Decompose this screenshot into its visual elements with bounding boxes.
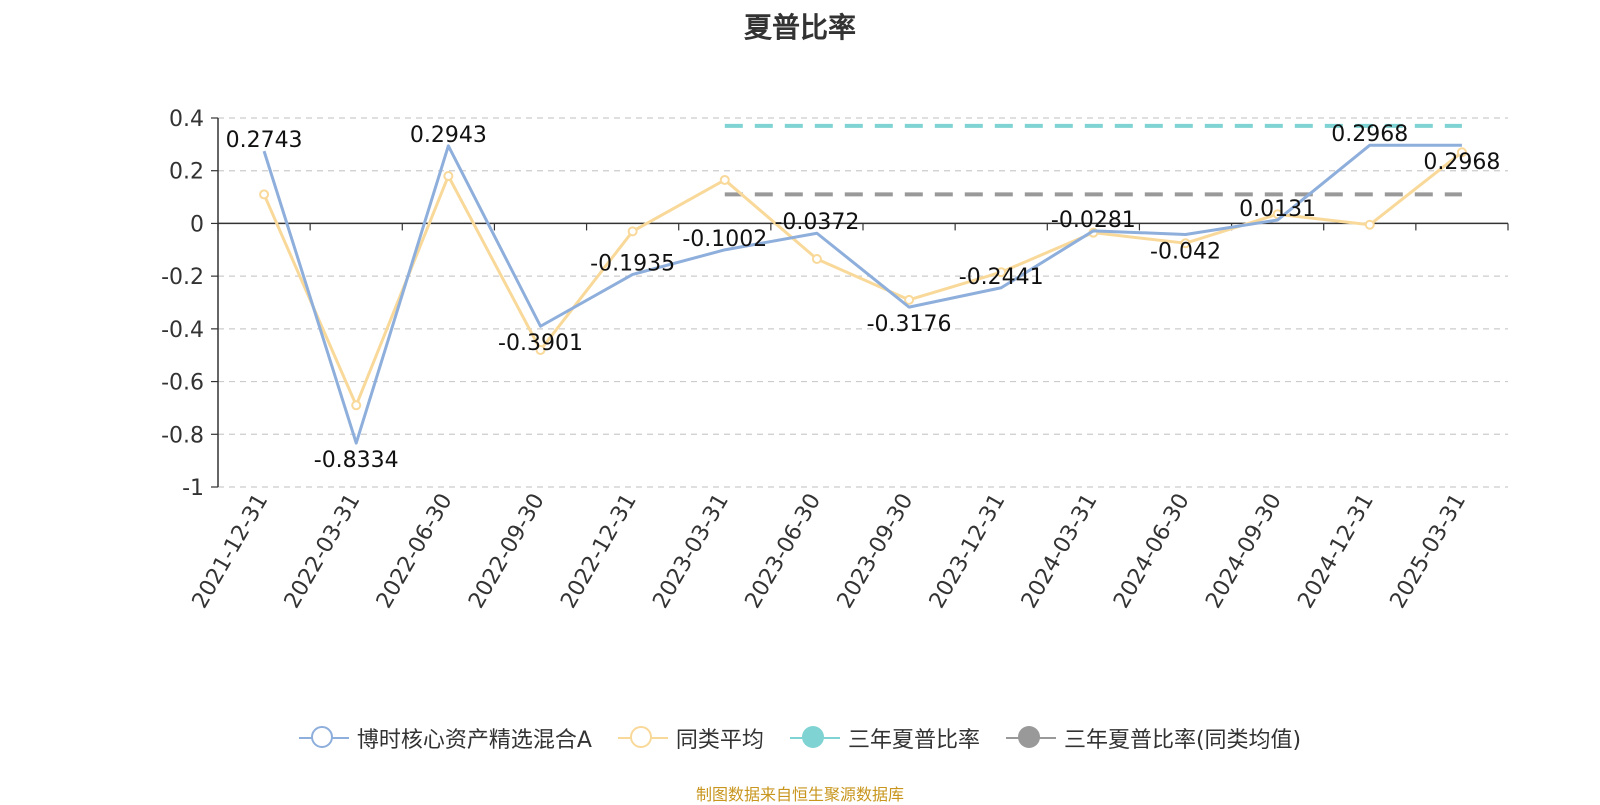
- y-tick-label: -0.2: [161, 265, 204, 290]
- series-point-1: [1180, 238, 1191, 249]
- series-point-1: [443, 170, 454, 181]
- x-tick-label: 2024-06-30: [1109, 490, 1195, 613]
- chart-title: 夏普比率: [743, 11, 856, 44]
- data-label: 0.2743: [226, 128, 303, 153]
- x-tick-label: 2021-12-31: [188, 490, 274, 613]
- data-label: -0.1002: [682, 227, 767, 252]
- y-tick-label: -0.8: [161, 423, 204, 448]
- y-tick-label: -0.4: [161, 318, 204, 343]
- data-label: -0.042: [1150, 239, 1221, 264]
- data-label: -0.2441: [959, 265, 1044, 290]
- legend-label-three-year-sharpe-peer: 三年夏普比率(同类均值): [1063, 728, 1302, 753]
- series-line-0: [262, 143, 1462, 445]
- x-tick-label: 2023-09-30: [833, 490, 919, 613]
- series-point-1: [535, 344, 546, 355]
- legend-label-three-year-sharpe: 三年夏普比率: [847, 728, 980, 753]
- data-label: 0.0131: [1239, 197, 1316, 222]
- series-point-1: [1456, 147, 1467, 158]
- y-tick-label: -1: [182, 476, 204, 501]
- series-point-1: [259, 189, 270, 200]
- x-tick-label: 2024-09-30: [1201, 490, 1287, 613]
- data-label: -0.0281: [1051, 208, 1136, 233]
- x-tick-label: 2022-09-30: [464, 490, 550, 613]
- y-tick-label: 0.4: [169, 107, 204, 132]
- x-tick-label: 2022-06-30: [372, 490, 458, 613]
- y-tick-label: 0.2: [169, 160, 204, 185]
- data-label: 0.2943: [410, 123, 487, 148]
- data-label: -0.8334: [314, 448, 399, 473]
- source-note: 制图数据来自恒生聚源数据库: [695, 785, 904, 804]
- series-point-1: [719, 174, 730, 185]
- data-label: -0.1935: [590, 251, 675, 276]
- data-label: -0.0372: [774, 210, 859, 235]
- x-tick-label: 2023-06-30: [741, 490, 827, 613]
- x-tick-label: 2022-12-31: [556, 490, 642, 613]
- y-tick-label: -0.6: [161, 371, 204, 396]
- series-point-1: [904, 294, 915, 305]
- series-layer: [259, 123, 1467, 445]
- legend-item-fund[interactable]: 博时核心资产精选混合A: [298, 722, 592, 754]
- legend-item-three-year-sharpe-peer[interactable]: 三年夏普比率(同类均值): [1005, 722, 1302, 754]
- legend-label-fund: 博时核心资产精选混合A: [356, 728, 592, 753]
- legend: 博时核心资产精选混合A 同类平均 三年夏普比率 三年夏普比率(同类均值): [0, 722, 1600, 754]
- data-label: -0.3901: [498, 331, 583, 356]
- x-tick-label: 2025-03-31: [1386, 490, 1472, 613]
- data-label: -0.3176: [867, 312, 952, 337]
- y-tick-label: 0: [190, 212, 204, 237]
- label-layer: 0.2743 -0.8334 0.2943 -0.3901 -0.1935 -0.1002…: [226, 122, 1501, 473]
- legend-symbol-three-year-sharpe: [789, 725, 840, 751]
- legend-symbol-three-year-sharpe-peer: [1005, 725, 1056, 751]
- legend-label-peer-average: 同类平均: [675, 728, 764, 753]
- data-label: 0.2968: [1331, 122, 1408, 147]
- series-point-1: [351, 400, 362, 411]
- legend-symbol-fund: [298, 725, 349, 751]
- series-point-1: [627, 226, 638, 237]
- series-line-1: [262, 151, 1463, 407]
- x-tick-label: 2024-12-31: [1293, 490, 1379, 613]
- data-label: 0.2968: [1423, 150, 1500, 175]
- legend-symbol-peer-average: [617, 725, 668, 751]
- x-tick-label: 2023-03-31: [648, 490, 734, 613]
- legend-item-peer-average[interactable]: 同类平均: [617, 722, 764, 754]
- series-point-1: [1364, 219, 1375, 230]
- x-tick-label: 2022-03-31: [280, 490, 366, 613]
- x-tick-label: 2024-03-31: [1017, 490, 1103, 613]
- grid-layer: [218, 117, 1508, 488]
- series-point-1: [811, 254, 822, 265]
- series-point-1: [996, 267, 1007, 278]
- legend-item-three-year-sharpe[interactable]: 三年夏普比率: [789, 722, 980, 754]
- x-tick-label: 2023-12-31: [925, 490, 1011, 613]
